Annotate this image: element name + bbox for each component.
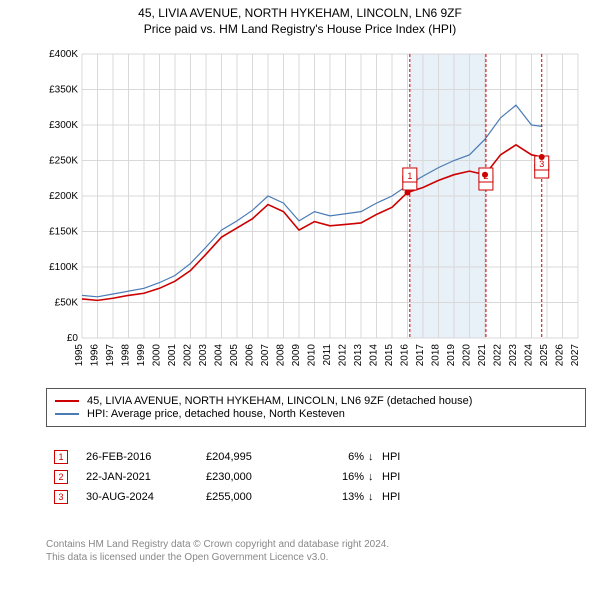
footer-attribution: Contains HM Land Registry data © Crown c… xyxy=(46,538,586,564)
event-price: £230,000 xyxy=(206,471,316,483)
svg-text:2002: 2002 xyxy=(183,344,194,367)
svg-text:2022: 2022 xyxy=(493,344,504,367)
svg-text:2008: 2008 xyxy=(276,344,287,367)
svg-text:2007: 2007 xyxy=(260,344,271,367)
event-label: HPI xyxy=(382,471,400,483)
event-price: £255,000 xyxy=(206,491,316,503)
svg-text:2018: 2018 xyxy=(431,344,442,367)
legend: 45, LIVIA AVENUE, NORTH HYKEHAM, LINCOLN… xyxy=(46,388,586,427)
event-label: HPI xyxy=(382,451,400,463)
down-arrow-icon: ↓ xyxy=(368,491,382,503)
svg-text:£250K: £250K xyxy=(49,156,78,167)
svg-text:2009: 2009 xyxy=(291,344,302,367)
svg-text:£150K: £150K xyxy=(49,227,78,238)
svg-text:2019: 2019 xyxy=(446,344,457,367)
down-arrow-icon: ↓ xyxy=(368,451,382,463)
svg-text:1995: 1995 xyxy=(74,344,85,367)
svg-text:2015: 2015 xyxy=(384,344,395,367)
event-row: 1 26-FEB-2016 £204,995 6% ↓ HPI xyxy=(54,450,578,464)
event-marker-icon: 3 xyxy=(54,490,68,504)
svg-text:2004: 2004 xyxy=(214,344,225,367)
footer-line: Contains HM Land Registry data © Crown c… xyxy=(46,538,586,551)
svg-text:2016: 2016 xyxy=(400,344,411,367)
event-pct: 6% xyxy=(316,451,368,463)
legend-swatch xyxy=(55,413,79,415)
svg-text:£50K: £50K xyxy=(55,298,79,309)
svg-text:1997: 1997 xyxy=(105,344,116,367)
legend-label: HPI: Average price, detached house, Nort… xyxy=(87,408,345,420)
svg-text:£0: £0 xyxy=(67,333,79,344)
event-price: £204,995 xyxy=(206,451,316,463)
svg-text:2025: 2025 xyxy=(539,344,550,367)
svg-text:2017: 2017 xyxy=(415,344,426,367)
event-marker-icon: 1 xyxy=(54,450,68,464)
svg-text:2000: 2000 xyxy=(152,344,163,367)
svg-text:2014: 2014 xyxy=(369,344,380,367)
svg-text:£100K: £100K xyxy=(49,262,78,273)
event-pct: 16% xyxy=(316,471,368,483)
svg-text:2011: 2011 xyxy=(322,344,333,366)
svg-text:2012: 2012 xyxy=(338,344,349,367)
svg-text:1998: 1998 xyxy=(121,344,132,367)
event-pct: 13% xyxy=(316,491,368,503)
down-arrow-icon: ↓ xyxy=(368,471,382,483)
svg-text:£300K: £300K xyxy=(49,120,78,131)
svg-text:2013: 2013 xyxy=(353,344,364,367)
svg-text:2020: 2020 xyxy=(462,344,473,367)
svg-text:£400K: £400K xyxy=(49,49,78,60)
legend-swatch xyxy=(55,400,79,402)
svg-text:£200K: £200K xyxy=(49,191,78,202)
svg-text:2024: 2024 xyxy=(524,344,535,367)
footer-line: This data is licensed under the Open Gov… xyxy=(46,551,586,564)
chart-subtitle: Price paid vs. HM Land Registry's House … xyxy=(0,22,600,36)
event-row: 3 30-AUG-2024 £255,000 13% ↓ HPI xyxy=(54,490,578,504)
legend-item: HPI: Average price, detached house, Nort… xyxy=(55,408,577,420)
svg-text:1999: 1999 xyxy=(136,344,147,367)
event-marker-icon: 2 xyxy=(54,470,68,484)
svg-text:1: 1 xyxy=(407,171,412,181)
chart-svg: £0 £50K £100K £150K £200K £250K £300K £350K £400… xyxy=(46,46,586,406)
chart-area: £0 £50K £100K £150K £200K £250K £300K £350K £400… xyxy=(46,46,586,376)
svg-text:2005: 2005 xyxy=(229,344,240,367)
event-date: 22-JAN-2021 xyxy=(86,471,206,483)
svg-text:1996: 1996 xyxy=(90,344,101,367)
svg-text:2010: 2010 xyxy=(307,344,318,367)
svg-text:3: 3 xyxy=(539,159,544,169)
svg-text:2027: 2027 xyxy=(570,344,581,367)
event-date: 26-FEB-2016 xyxy=(86,451,206,463)
events-table: 1 26-FEB-2016 £204,995 6% ↓ HPI 2 22-JAN… xyxy=(46,434,586,518)
svg-text:2026: 2026 xyxy=(555,344,566,367)
svg-text:2023: 2023 xyxy=(508,344,519,367)
event-row: 2 22-JAN-2021 £230,000 16% ↓ HPI xyxy=(54,470,578,484)
svg-text:2001: 2001 xyxy=(167,344,178,367)
legend-item: 45, LIVIA AVENUE, NORTH HYKEHAM, LINCOLN… xyxy=(55,395,577,407)
chart-title: 45, LIVIA AVENUE, NORTH HYKEHAM, LINCOLN… xyxy=(0,6,600,20)
event-date: 30-AUG-2024 xyxy=(86,491,206,503)
svg-text:£350K: £350K xyxy=(49,85,78,96)
svg-text:2006: 2006 xyxy=(245,344,256,367)
svg-text:2003: 2003 xyxy=(198,344,209,367)
event-label: HPI xyxy=(382,491,400,503)
legend-label: 45, LIVIA AVENUE, NORTH HYKEHAM, LINCOLN… xyxy=(87,395,472,407)
svg-text:2021: 2021 xyxy=(477,344,488,367)
